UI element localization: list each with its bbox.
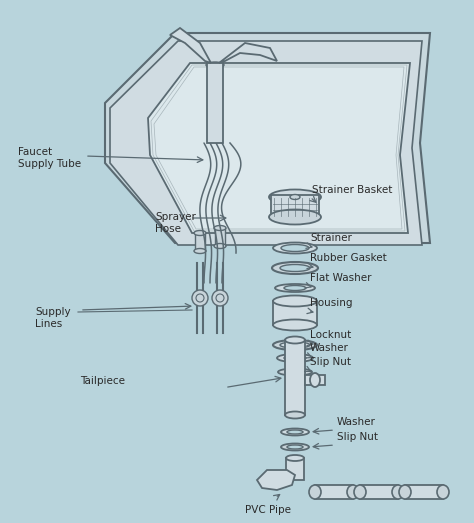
Ellipse shape xyxy=(437,485,449,499)
Circle shape xyxy=(212,290,228,306)
Text: Sprayer
Hose: Sprayer Hose xyxy=(155,212,196,234)
Ellipse shape xyxy=(309,485,321,499)
Ellipse shape xyxy=(286,455,304,461)
Ellipse shape xyxy=(194,248,206,254)
Ellipse shape xyxy=(206,62,224,68)
Bar xyxy=(360,485,398,499)
Ellipse shape xyxy=(280,265,310,271)
Text: Strainer Basket: Strainer Basket xyxy=(312,185,392,195)
Ellipse shape xyxy=(281,244,309,252)
Polygon shape xyxy=(273,301,317,325)
Ellipse shape xyxy=(287,430,303,434)
Polygon shape xyxy=(110,41,422,245)
Ellipse shape xyxy=(354,485,366,499)
Text: Supply
Lines: Supply Lines xyxy=(35,307,71,329)
Bar xyxy=(207,63,223,143)
Ellipse shape xyxy=(284,286,306,290)
Text: Strainer: Strainer xyxy=(310,233,352,243)
Ellipse shape xyxy=(272,262,318,274)
Ellipse shape xyxy=(310,373,320,387)
Ellipse shape xyxy=(273,320,317,331)
Text: Washer: Washer xyxy=(337,417,376,427)
Ellipse shape xyxy=(275,284,315,292)
Text: PVC Pipe: PVC Pipe xyxy=(245,505,291,515)
Text: Rubber Gasket: Rubber Gasket xyxy=(310,253,387,263)
Ellipse shape xyxy=(392,485,404,499)
Text: Tailpiece: Tailpiece xyxy=(80,376,125,385)
Ellipse shape xyxy=(273,295,317,306)
Ellipse shape xyxy=(277,354,313,362)
Ellipse shape xyxy=(284,356,306,360)
Ellipse shape xyxy=(269,210,321,224)
Ellipse shape xyxy=(281,428,309,436)
Ellipse shape xyxy=(285,336,305,344)
Text: Flat Washer: Flat Washer xyxy=(310,273,372,283)
Ellipse shape xyxy=(269,189,321,204)
Ellipse shape xyxy=(280,342,310,348)
Polygon shape xyxy=(170,28,211,63)
Ellipse shape xyxy=(194,231,206,235)
Ellipse shape xyxy=(281,444,309,450)
Ellipse shape xyxy=(214,225,226,231)
Text: Washer: Washer xyxy=(310,343,349,353)
Bar xyxy=(286,458,304,480)
Bar xyxy=(285,340,305,415)
Polygon shape xyxy=(219,43,277,63)
Ellipse shape xyxy=(287,445,303,449)
Polygon shape xyxy=(257,470,295,490)
Ellipse shape xyxy=(214,244,226,248)
Text: Locknut: Locknut xyxy=(310,330,351,340)
Circle shape xyxy=(192,290,208,306)
Text: Slip Nut: Slip Nut xyxy=(337,432,378,442)
Ellipse shape xyxy=(273,340,317,350)
Ellipse shape xyxy=(399,485,411,499)
Bar xyxy=(195,233,205,251)
Bar xyxy=(215,228,225,246)
Ellipse shape xyxy=(347,485,359,499)
Polygon shape xyxy=(105,33,430,243)
Bar xyxy=(315,485,353,499)
Bar xyxy=(305,375,325,385)
Ellipse shape xyxy=(273,243,317,254)
Bar xyxy=(405,485,443,499)
Text: Slip Nut: Slip Nut xyxy=(310,357,351,367)
Text: Faucet
Supply Tube: Faucet Supply Tube xyxy=(18,147,81,169)
Polygon shape xyxy=(148,63,410,233)
Text: Housing: Housing xyxy=(310,298,353,308)
Ellipse shape xyxy=(278,369,312,376)
Ellipse shape xyxy=(290,195,300,199)
Ellipse shape xyxy=(285,370,305,374)
Ellipse shape xyxy=(285,412,305,418)
Bar xyxy=(271,195,319,217)
